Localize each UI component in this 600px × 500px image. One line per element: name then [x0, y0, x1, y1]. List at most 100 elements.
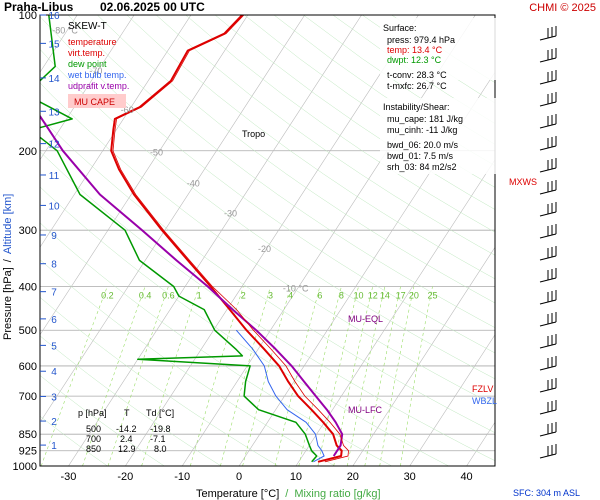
table-row-td: -19.8: [150, 424, 171, 434]
mu-cinh-value: mu_cinh: -11 J/kg: [387, 125, 457, 135]
wbzl-label: WBZL: [472, 396, 497, 406]
temp-tick-label: 10: [290, 471, 302, 483]
dry-adiabat-line: [40, 82, 495, 406]
dry-adiabat-line: [97, 15, 495, 304]
wind-barb: [539, 180, 557, 195]
isotherm-label: -80 °C: [52, 26, 78, 36]
wind-barb: [539, 136, 557, 151]
dry-adiabat-line: [40, 335, 222, 466]
legend-updraft: udprafit v.temp.: [68, 81, 129, 91]
mixing-ratio-line: [400, 286, 433, 466]
wind-barbs: [539, 26, 557, 459]
wind-barb: [539, 114, 557, 129]
pressure-tick-label: 700: [19, 391, 37, 403]
surface-temp: temp: 13.4 °C: [387, 45, 443, 55]
temp-tick-label: -10: [174, 471, 190, 483]
instability-title: Instability/Shear:: [383, 102, 450, 112]
dry-adiabat-line: [40, 16, 495, 354]
mixing-ratio-label: 14: [380, 291, 390, 301]
pressure-tick-label: 400: [19, 282, 37, 294]
isotherm-label: -40: [187, 178, 200, 188]
legend-title: SKEW-T: [68, 21, 107, 32]
altitude-tick-label: 12: [48, 140, 60, 151]
altitude-tick-label: 15: [48, 39, 60, 50]
temp-tick-label: 0: [236, 471, 242, 483]
dry-adiabat-line: [126, 15, 495, 280]
isotherm-line: [409, 334, 495, 466]
mixing-ratio-label: 0.4: [139, 291, 152, 301]
isotherm-line: [523, 15, 600, 466]
altitude-tick-label: 3: [51, 392, 57, 403]
mixing-ratio-line: [82, 286, 146, 466]
dry-adiabat-line: [40, 186, 449, 466]
surface-tconv: t-conv: 28.3 °C: [387, 70, 447, 80]
table-row-t: 12.9: [118, 444, 136, 454]
sfc-label: SFC: 304 m ASL: [513, 488, 580, 498]
dry-adiabat-line: [40, 151, 495, 461]
series-udprafit-v-temp: [40, 114, 344, 457]
wind-barb: [539, 224, 557, 239]
table-row-p: 700: [86, 434, 101, 444]
instability-info: Instability/Shear: mu_cape: 181 J/kg mu_…: [380, 98, 500, 174]
wind-barb: [539, 290, 557, 305]
temp-tick-label: 40: [460, 471, 472, 483]
dry-adiabat-line: [332, 15, 495, 124]
x-axis-title-slash: /: [285, 488, 289, 500]
dry-adiabat-line: [40, 375, 165, 466]
surface-dwpt: dwpt: 12.3 °C: [387, 55, 442, 65]
wind-barb: [539, 26, 557, 41]
surface-title: Surface:: [383, 23, 417, 33]
sounding-datetime: 02.06.2025 00 UTC: [100, 0, 205, 14]
altitude-tick-label: 5: [51, 341, 57, 352]
mixing-ratio-label: 6: [317, 291, 322, 301]
table-header-t: T: [124, 408, 130, 418]
series-dew-point: [40, 15, 318, 463]
x-axis-title-mixing: Mixing ratio [g/kg]: [294, 488, 380, 500]
table-row-t: 2.4: [120, 434, 133, 444]
legend-dew-point: dew point: [68, 59, 107, 69]
wind-barb: [539, 356, 557, 371]
altitude-tick-label: 2: [51, 417, 57, 428]
dry-adiabat-line: [303, 15, 495, 145]
x-axis-title: Temperature [°C] / Mixing ratio [g/kg]: [196, 488, 381, 500]
dry-adiabat-line: [40, 48, 495, 380]
pressure-tick-label: 200: [19, 146, 37, 158]
wind-barb: [539, 268, 557, 283]
mixing-ratio-label: 8: [339, 291, 344, 301]
wind-barb: [539, 48, 557, 63]
isotherm-label: -50: [150, 148, 163, 158]
temp-tick-label: -20: [117, 471, 133, 483]
mixing-ratio-label: 0.2: [101, 291, 114, 301]
dry-adiabat-line: [214, 15, 495, 210]
surface-tmxfc: t-mxfc: 26.7 °C: [387, 81, 447, 91]
mixing-ratio-label: 20: [409, 291, 419, 301]
altitude-tick-label: 10: [48, 201, 60, 212]
station-title: Praha-Libus: [4, 0, 74, 14]
mixing-ratio-label: 0.6: [162, 291, 175, 301]
mixing-ratio-label: 2: [241, 291, 246, 301]
mu-eql-label: MU-EQL: [348, 314, 383, 324]
isotherm-label: -10 °C: [283, 283, 309, 293]
dry-adiabat-line: [40, 222, 392, 466]
isotherm-label: -30: [224, 209, 237, 219]
legend: SKEW-T temperature virt.temp. dew point …: [67, 21, 129, 108]
pressure-tick-label: 500: [19, 325, 37, 337]
mu-cape-badge: MU CAPE: [74, 97, 115, 107]
series-wet-bulb-temp: [235, 329, 325, 463]
pressure-tick-label: 600: [19, 361, 37, 373]
isotherm-line: [352, 246, 495, 466]
mixing-ratio-label: 12: [368, 291, 378, 301]
isotherm-line: [68, 15, 362, 466]
y-axis-title: Pressure [hPa] / Altitude [km]: [2, 194, 14, 340]
wind-barb: [539, 422, 557, 437]
table-row-p: 850: [86, 444, 101, 454]
table-row-p: 500: [86, 424, 101, 434]
mixing-ratio-line: [379, 286, 415, 466]
wind-barb: [539, 312, 557, 327]
mixing-ratio-line: [274, 286, 321, 466]
legend-virt-temp: virt.temp.: [68, 48, 105, 58]
table-row-td: -7.1: [150, 434, 166, 444]
mixing-ratio-line: [347, 286, 386, 466]
data-table: p [hPa] T Td [°C] 500 -14.2 -19.8 700 2.…: [78, 408, 174, 454]
altitude-tick-label: 6: [51, 315, 57, 326]
